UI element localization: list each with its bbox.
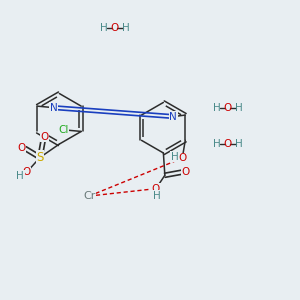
Text: O: O [40, 132, 49, 142]
Text: O: O [223, 103, 231, 113]
Text: O: O [182, 167, 190, 177]
Text: S: S [36, 151, 44, 164]
Text: O: O [178, 153, 186, 163]
Text: O: O [223, 139, 231, 149]
Text: Cr: Cr [83, 191, 95, 201]
Text: H: H [235, 103, 243, 113]
Text: N: N [169, 112, 177, 122]
Text: O: O [22, 167, 31, 177]
Text: O: O [152, 184, 160, 194]
Text: H: H [153, 191, 161, 201]
Text: H: H [235, 139, 243, 149]
Text: H: H [213, 103, 221, 113]
Text: H: H [171, 152, 179, 162]
Text: Cl: Cl [58, 125, 68, 135]
Text: H: H [16, 171, 24, 181]
Text: N: N [50, 103, 58, 112]
Text: O: O [110, 23, 118, 33]
Text: H: H [100, 23, 108, 33]
Text: H: H [213, 139, 221, 149]
Text: O: O [17, 142, 26, 153]
Text: H: H [122, 23, 130, 33]
